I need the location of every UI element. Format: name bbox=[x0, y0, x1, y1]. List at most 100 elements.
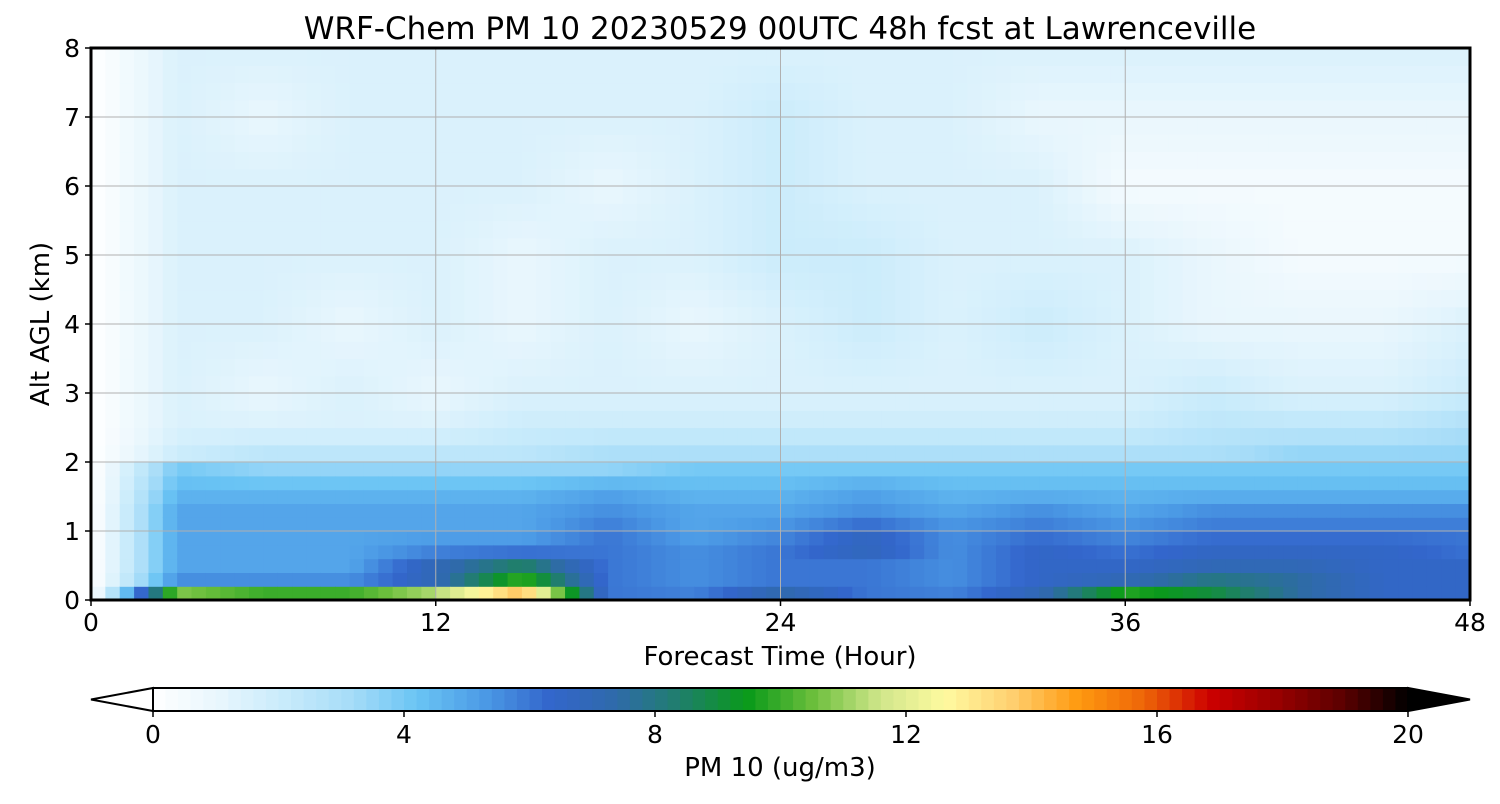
heatmap-cell bbox=[91, 186, 106, 204]
heatmap-cell bbox=[694, 151, 710, 170]
heatmap-cell bbox=[1197, 517, 1213, 532]
heatmap-cell bbox=[1355, 237, 1371, 256]
heatmap-cell bbox=[881, 203, 897, 222]
heatmap-cell bbox=[651, 531, 667, 546]
heatmap-cell bbox=[895, 48, 911, 66]
heatmap-cell bbox=[292, 544, 308, 560]
heatmap-cell bbox=[651, 572, 667, 587]
heatmap-cell bbox=[378, 203, 394, 222]
heatmap-cell bbox=[837, 503, 853, 518]
heatmap-cell bbox=[1225, 306, 1241, 325]
heatmap-cell bbox=[967, 48, 983, 66]
heatmap-cell bbox=[1168, 48, 1184, 66]
heatmap-cell bbox=[651, 203, 667, 222]
heatmap-cell bbox=[1010, 558, 1026, 573]
heatmap-cell bbox=[981, 203, 997, 222]
heatmap-cell bbox=[622, 65, 638, 84]
heatmap-cell bbox=[421, 272, 437, 291]
heatmap-cell bbox=[1082, 544, 1098, 560]
heatmap-cell bbox=[162, 517, 178, 532]
heatmap-cell bbox=[809, 151, 825, 170]
heatmap-cell bbox=[1139, 117, 1155, 135]
heatmap-cell bbox=[1240, 82, 1256, 101]
heatmap-cell bbox=[119, 82, 135, 101]
heatmap-cell bbox=[306, 558, 322, 573]
heatmap-cell bbox=[148, 358, 164, 377]
heatmap-cell bbox=[1297, 544, 1313, 560]
heatmap-cell bbox=[177, 65, 193, 84]
heatmap-cell bbox=[205, 99, 221, 118]
heatmap-cell bbox=[277, 544, 293, 560]
heatmap-cell bbox=[162, 306, 178, 325]
heatmap-cell bbox=[708, 99, 724, 118]
heatmap-cell bbox=[1412, 134, 1428, 153]
heatmap-cell bbox=[450, 272, 466, 291]
heatmap-cell bbox=[881, 324, 897, 342]
heatmap-cell bbox=[205, 82, 221, 101]
heatmap-cell bbox=[435, 237, 451, 256]
heatmap-cell bbox=[148, 272, 164, 291]
colorbar-swatch bbox=[1018, 688, 1033, 711]
heatmap-cell bbox=[636, 289, 652, 308]
heatmap-cell bbox=[924, 503, 940, 518]
heatmap-cell bbox=[536, 410, 552, 429]
heatmap-cell bbox=[91, 558, 106, 573]
heatmap-cell bbox=[593, 558, 609, 573]
heatmap-cell bbox=[924, 99, 940, 118]
heatmap-cell bbox=[493, 237, 509, 256]
heatmap-cell bbox=[91, 168, 106, 187]
heatmap-cell bbox=[1067, 531, 1083, 546]
heatmap-cell bbox=[1297, 375, 1313, 394]
heatmap-cell bbox=[1182, 427, 1198, 446]
heatmap-cell bbox=[780, 427, 796, 446]
heatmap-cell bbox=[1125, 544, 1141, 560]
heatmap-cell bbox=[507, 255, 523, 273]
heatmap-cell bbox=[464, 544, 480, 560]
heatmap-cell bbox=[234, 237, 250, 256]
heatmap-cell bbox=[665, 289, 681, 308]
heatmap-cell bbox=[335, 475, 351, 491]
heatmap-cell bbox=[1383, 237, 1399, 256]
heatmap-cell bbox=[881, 65, 897, 84]
heatmap-cell bbox=[823, 503, 839, 518]
heatmap-cell bbox=[967, 586, 983, 600]
heatmap-cell bbox=[1096, 99, 1112, 118]
heatmap-cell bbox=[579, 558, 595, 573]
heatmap-cell bbox=[119, 358, 135, 377]
heatmap-cell bbox=[1096, 65, 1112, 84]
heatmap-cell bbox=[1168, 462, 1184, 477]
heatmap-cell bbox=[349, 272, 365, 291]
heatmap-cell bbox=[134, 586, 150, 600]
colorbar-swatch bbox=[391, 688, 405, 711]
heatmap-cell bbox=[1398, 48, 1414, 66]
heatmap-cell bbox=[277, 168, 293, 187]
heatmap-cell bbox=[852, 572, 868, 587]
heatmap-cell bbox=[565, 572, 580, 587]
heatmap-cell bbox=[866, 48, 882, 66]
heatmap-cell bbox=[162, 220, 178, 239]
heatmap-cell bbox=[550, 220, 566, 239]
heatmap-cell bbox=[1369, 531, 1385, 546]
heatmap-cell bbox=[162, 99, 178, 118]
heatmap-cell bbox=[1153, 255, 1169, 273]
heatmap-cell bbox=[1211, 151, 1227, 170]
heatmap-cell bbox=[134, 220, 150, 239]
heatmap-cell bbox=[967, 444, 983, 463]
heatmap-cell bbox=[550, 375, 566, 394]
heatmap-cell bbox=[1441, 117, 1457, 135]
heatmap-cell bbox=[1369, 237, 1385, 256]
heatmap-cell bbox=[866, 427, 882, 446]
heatmap-cell bbox=[751, 489, 767, 504]
heatmap-cell bbox=[263, 410, 279, 429]
heatmap-cell bbox=[1125, 375, 1141, 394]
heatmap-cell bbox=[306, 531, 322, 546]
heatmap-cell bbox=[464, 393, 480, 411]
heatmap-cell bbox=[1254, 289, 1270, 308]
heatmap-cell bbox=[177, 82, 193, 101]
heatmap-cell bbox=[636, 237, 652, 256]
heatmap-cell bbox=[1053, 489, 1069, 504]
heatmap-cell bbox=[349, 203, 365, 222]
heatmap-cell bbox=[1326, 393, 1342, 411]
heatmap-cell bbox=[148, 99, 164, 118]
heatmap-cell bbox=[651, 462, 667, 477]
